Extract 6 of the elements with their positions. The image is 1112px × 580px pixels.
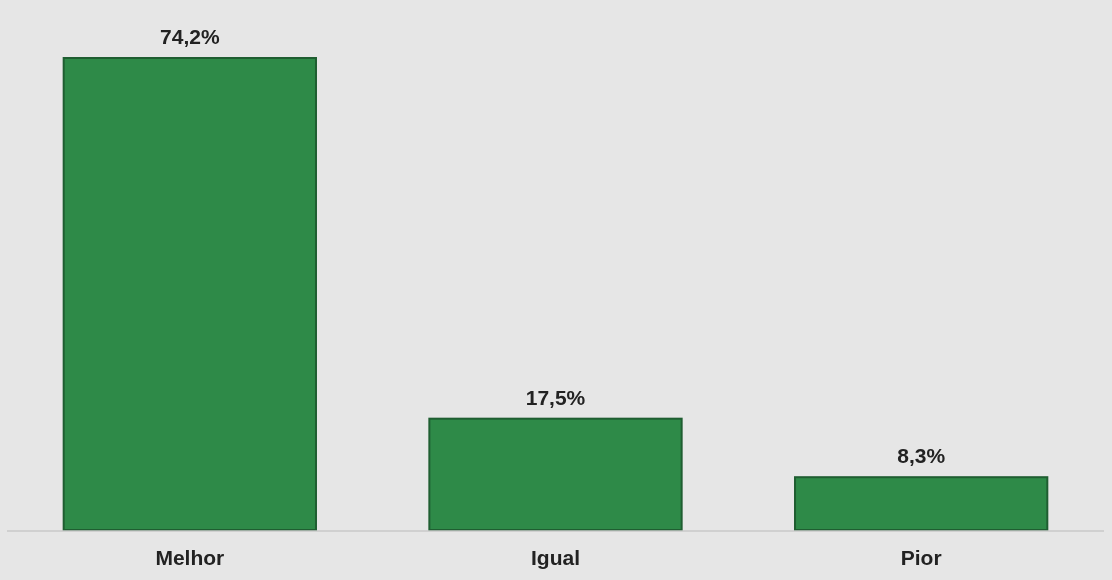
x-tick-label: Melhor: [155, 546, 225, 569]
x-tick-label: Igual: [530, 546, 581, 569]
x-tick-label: Pior: [900, 546, 942, 569]
data-label: 8,3%: [897, 444, 946, 468]
data-label: 17,5%: [525, 385, 586, 409]
data-label: 74,2%: [160, 25, 220, 48]
